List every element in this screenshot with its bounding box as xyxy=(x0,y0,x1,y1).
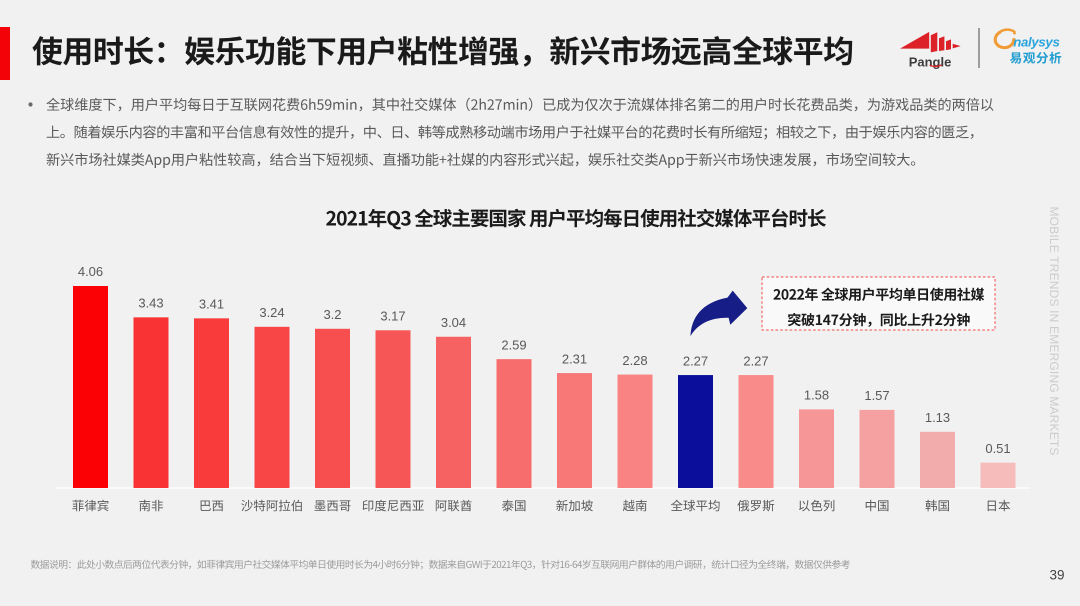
svg-text:2.27: 2.27 xyxy=(683,353,708,368)
svg-text:3.2: 3.2 xyxy=(323,307,341,322)
svg-text:1.58: 1.58 xyxy=(804,388,829,403)
svg-text:2.27: 2.27 xyxy=(743,353,768,368)
svg-text:3.24: 3.24 xyxy=(259,305,284,320)
svg-text:3.43: 3.43 xyxy=(138,296,163,311)
svg-text:nalysys: nalysys xyxy=(1013,34,1059,49)
svg-text:1.13: 1.13 xyxy=(925,410,950,425)
svg-text:1.57: 1.57 xyxy=(864,388,889,403)
svg-text:3.17: 3.17 xyxy=(380,309,405,324)
svg-text:3.41: 3.41 xyxy=(199,297,224,312)
svg-text:39: 39 xyxy=(1049,567,1064,582)
svg-text:3.04: 3.04 xyxy=(441,315,466,330)
svg-text:4.06: 4.06 xyxy=(78,264,103,279)
svg-text:0.51: 0.51 xyxy=(985,441,1010,456)
svg-text:2.31: 2.31 xyxy=(562,351,587,366)
svg-text:Pangle: Pangle xyxy=(909,55,952,70)
svg-text:MOBILE TRENDS IN EMERGING MARK: MOBILE TRENDS IN EMERGING MARKETS xyxy=(1047,207,1061,456)
svg-text:2.59: 2.59 xyxy=(501,337,526,352)
svg-text:2.28: 2.28 xyxy=(622,353,647,368)
